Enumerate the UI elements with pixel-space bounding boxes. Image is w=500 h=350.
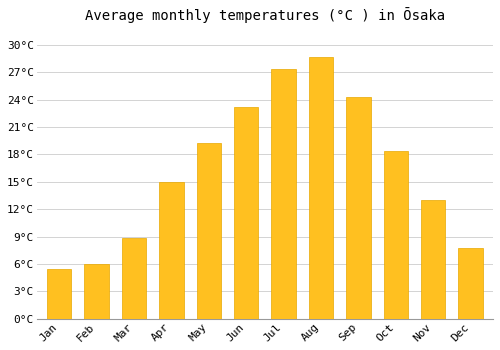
Bar	[384, 151, 408, 319]
Bar	[122, 238, 146, 319]
Bar	[159, 182, 184, 319]
Bar	[84, 264, 108, 319]
Title: Average monthly temperatures (°C ) in Ōsaka: Average monthly temperatures (°C ) in Ōs…	[85, 7, 445, 23]
Bar	[47, 268, 72, 319]
Bar	[234, 107, 258, 319]
Bar	[421, 200, 446, 319]
Bar	[272, 69, 295, 319]
Bar	[309, 57, 333, 319]
Bar	[196, 142, 221, 319]
Bar	[346, 97, 370, 319]
Bar	[458, 247, 483, 319]
